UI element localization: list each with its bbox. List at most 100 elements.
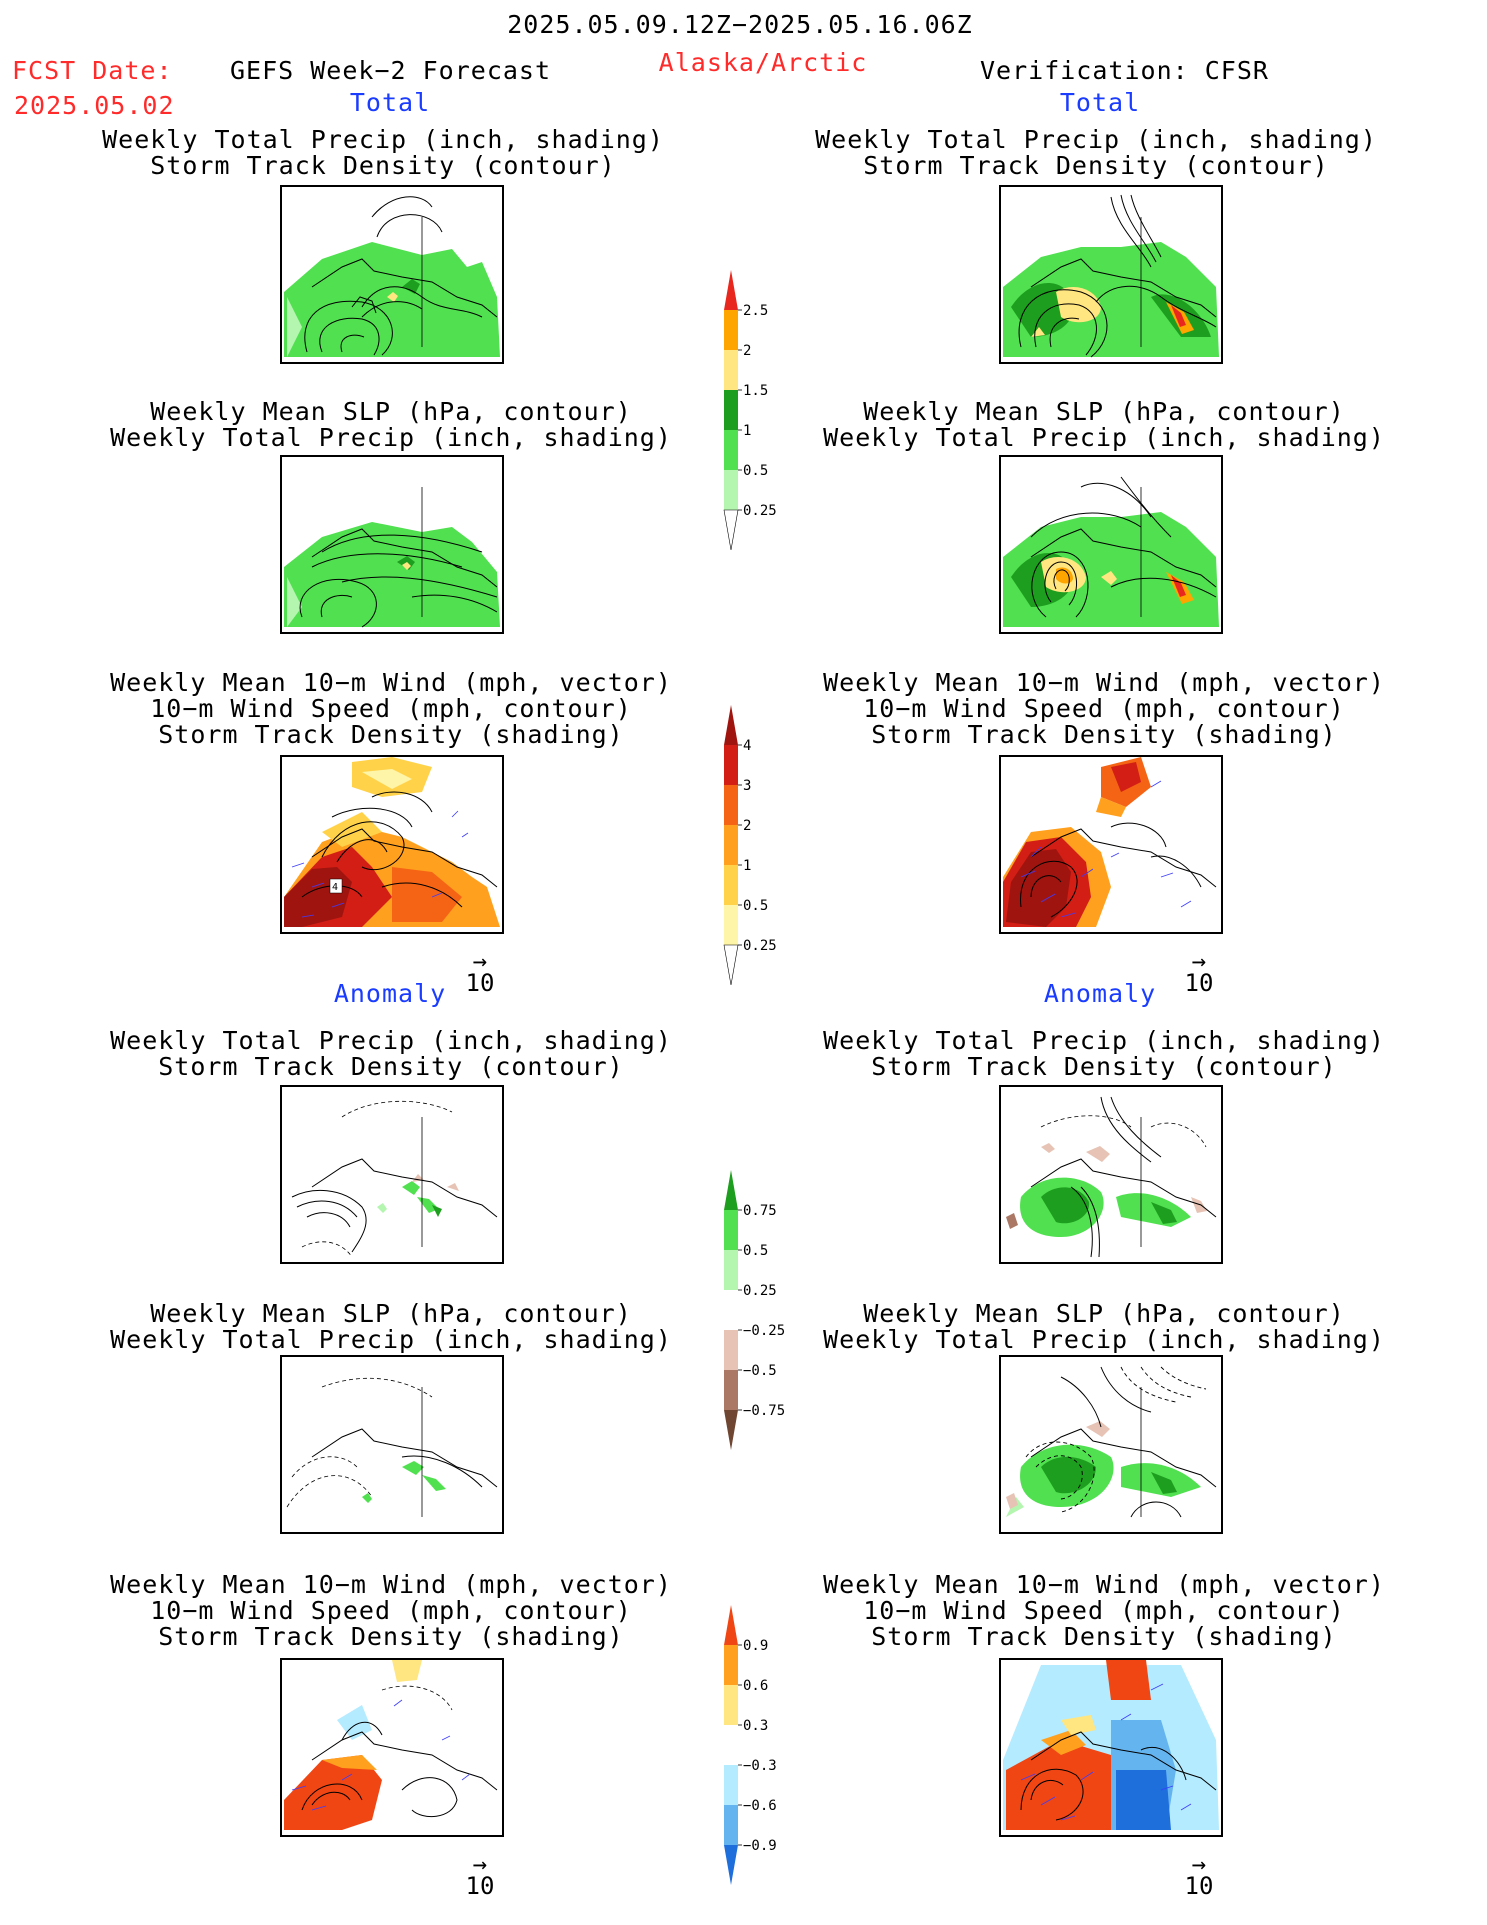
colorbar-track-total: 4 3 2 1 0.5 0.25	[720, 705, 800, 989]
title-precip-track-total-left: Weekly Total Precip (inch, shading) Stor…	[102, 127, 664, 179]
colorbar-track-total-svg: 4 3 2 1 0.5 0.25	[723, 705, 777, 986]
colorbar-precip-total-svg: 2.5 2 1.5 1 0.5 0.25	[723, 270, 777, 551]
title-line: Storm Track Density (contour)	[150, 151, 616, 180]
title-line: Storm Track Density (contour)	[158, 1052, 624, 1081]
panel-total-precip-track-forecast	[280, 185, 504, 364]
title-line: Storm Track Density (shading)	[871, 1622, 1337, 1651]
colorbar-label: 2.5	[743, 303, 768, 319]
region-title: Alaska/Arctic	[658, 48, 868, 77]
colorbar-label: 0.75	[743, 1203, 777, 1219]
section-anomaly-left: Anomaly	[333, 979, 447, 1008]
title-line: 10−m Wind Speed (mph, contour)	[863, 694, 1345, 723]
title-line: 10−m Wind Speed (mph, contour)	[863, 1596, 1345, 1625]
section-total-left: Total	[349, 88, 431, 117]
colorbar-bottom-cap	[723, 944, 739, 986]
title-slp-precip-total-right: Weekly Mean SLP (hPa, contour) Weekly To…	[823, 399, 1385, 451]
colorbar-bottom-cap	[724, 1410, 738, 1450]
panel-total-precip-track-verification	[999, 185, 1223, 364]
panel-anom-wind-track-verification	[999, 1658, 1223, 1837]
title-precip-track-anom-right: Weekly Total Precip (inch, shading) Stor…	[823, 1028, 1385, 1080]
panel-total-slp-precip-forecast	[280, 455, 504, 634]
colorbar-label: 0.6	[743, 1678, 768, 1694]
colorbar-top-cap	[724, 1170, 738, 1210]
panel-anom-precip-track-forecast	[280, 1085, 504, 1264]
colorbar-segment	[724, 905, 738, 945]
colorbar-label: −0.25	[743, 1323, 785, 1339]
title-line: Storm Track Density (shading)	[871, 720, 1337, 749]
title-precip-track-total-right: Weekly Total Precip (inch, shading) Stor…	[815, 127, 1377, 179]
colorbar-segment	[724, 430, 738, 470]
colorbar-bottom-cap	[723, 509, 739, 551]
vector-scale-total-right: → 10	[1179, 947, 1219, 995]
panel-total-wind-track-verification	[999, 755, 1223, 934]
colorbar-segment	[724, 310, 738, 350]
title-line: Weekly Mean 10−m Wind (mph, vector)	[110, 1570, 672, 1599]
title-wind-anom-right: Weekly Mean 10−m Wind (mph, vector) 10−m…	[823, 1572, 1385, 1650]
panel-total-wind-track-forecast: 4	[280, 755, 504, 934]
section-total-right: Total	[1059, 88, 1141, 117]
colorbar-precip-anom-svg: 0.75 0.5 0.25 −0.25 −0.5 −0.75	[724, 1170, 785, 1450]
panel-anom-precip-track-verification	[999, 1085, 1223, 1264]
arrow-right-icon: →	[472, 1850, 488, 1878]
title-line: Weekly Total Precip (inch, shading)	[110, 1325, 672, 1354]
section-anomaly-right: Anomaly	[1043, 979, 1157, 1008]
colorbar-segment	[724, 1645, 738, 1685]
title-line: 10−m Wind Speed (mph, contour)	[150, 1596, 632, 1625]
title-slp-precip-anom-right: Weekly Mean SLP (hPa, contour) Weekly To…	[823, 1301, 1385, 1353]
fcst-date-label: FCST Date:	[12, 56, 173, 85]
colorbar-segment	[724, 865, 738, 905]
colorbar-label: 0.5	[743, 898, 768, 914]
colorbar-label: −0.6	[743, 1798, 777, 1814]
colorbar-segment	[724, 1725, 738, 1765]
panel-anom-slp-precip-verification	[999, 1355, 1223, 1534]
title-line: Weekly Mean SLP (hPa, contour)	[863, 397, 1345, 426]
colorbar-label: 4	[743, 738, 751, 754]
colorbar-label: 1	[743, 858, 751, 874]
title-line: Weekly Mean 10−m Wind (mph, vector)	[823, 668, 1385, 697]
title-line: Weekly Total Precip (inch, shading)	[102, 125, 664, 154]
colorbar-label: 0.5	[743, 463, 768, 479]
vector-scale-value: 10	[465, 969, 495, 997]
title-line: Weekly Mean SLP (hPa, contour)	[150, 397, 632, 426]
colorbar-label: 2	[743, 818, 751, 834]
colorbar-label: 3	[743, 778, 751, 794]
colorbar-segment	[724, 1685, 738, 1725]
title-line: Weekly Mean SLP (hPa, contour)	[150, 1299, 632, 1328]
colorbar-label: 0.9	[743, 1638, 768, 1654]
title-line: Weekly Total Precip (inch, shading)	[823, 423, 1385, 452]
product-title: GEFS Week−2 Forecast	[230, 56, 552, 85]
colorbar-segment	[724, 350, 738, 390]
colorbar-precip-anom: 0.75 0.5 0.25 −0.25 −0.5 −0.75	[720, 1170, 800, 1454]
colorbar-segment	[724, 1765, 738, 1805]
colorbar-segment	[724, 1250, 738, 1290]
wind-max-marker: 4	[332, 882, 338, 893]
colorbar-top-cap	[724, 705, 738, 745]
colorbar-segment	[724, 745, 738, 785]
colorbar-segment	[724, 470, 738, 510]
colorbar-label: −0.3	[743, 1758, 777, 1774]
fcst-date-value: 2025.05.02	[14, 91, 175, 120]
arrow-right-icon: →	[1191, 947, 1207, 975]
title-slp-precip-total-left: Weekly Mean SLP (hPa, contour) Weekly To…	[110, 399, 672, 451]
title-line: Weekly Mean SLP (hPa, contour)	[863, 1299, 1345, 1328]
title-line: Weekly Total Precip (inch, shading)	[823, 1026, 1385, 1055]
colorbar-label: 0.5	[743, 1243, 768, 1259]
vector-scale-anom-right: → 10	[1179, 1850, 1219, 1900]
colorbar-bottom-cap	[724, 1845, 738, 1885]
panel-anom-wind-track-forecast	[280, 1658, 504, 1837]
title-line: Weekly Total Precip (inch, shading)	[110, 423, 672, 452]
vector-scale-value: 10	[1184, 1872, 1214, 1900]
title-line: Storm Track Density (shading)	[158, 720, 624, 749]
panel-anom-slp-precip-forecast	[280, 1355, 504, 1534]
arrow-right-icon: →	[1191, 1850, 1207, 1878]
title-line: Storm Track Density (contour)	[871, 1052, 1337, 1081]
colorbar-segment	[724, 1330, 738, 1370]
vector-scale-value: 10	[465, 1872, 495, 1900]
colorbar-label: 1	[743, 423, 751, 439]
colorbar-label: 0.3	[743, 1718, 768, 1734]
colorbar-label: −0.9	[743, 1838, 777, 1854]
colorbar-label: 1.5	[743, 383, 768, 399]
verification-title: Verification: CFSR	[980, 56, 1269, 85]
colorbar-segment	[724, 1370, 738, 1410]
title-wind-anom-left: Weekly Mean 10−m Wind (mph, vector) 10−m…	[110, 1572, 672, 1650]
